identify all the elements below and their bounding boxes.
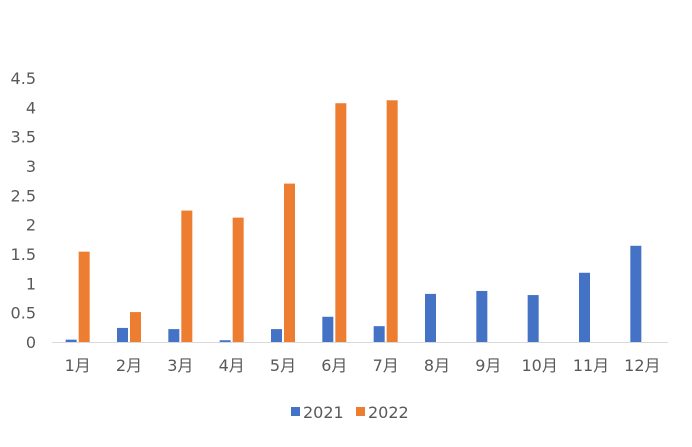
bar-2022-6 xyxy=(335,103,347,342)
y-axis-ticks: 0 0.5 1 1.5 2 2.5 3 3.5 4 4.5 xyxy=(11,69,36,352)
x-tick-label: 11月 xyxy=(573,356,609,375)
y-tick-label: 2 xyxy=(26,216,36,235)
bar-2021-12 xyxy=(630,245,642,342)
y-tick-label: 0.5 xyxy=(11,304,36,323)
bar-2022-2 xyxy=(130,312,141,342)
y-tick-label: 1 xyxy=(26,274,36,293)
x-axis-ticks: 1月 2月 3月 4月 5月 6月 7月 8月 9月 10月 11月 12月 xyxy=(65,356,661,375)
bar-2022-5 xyxy=(284,183,295,342)
bar-2021-5 xyxy=(271,329,282,342)
x-tick-label: 1月 xyxy=(65,356,91,375)
y-tick-label: 3.5 xyxy=(11,128,36,147)
bar-2021-6 xyxy=(322,316,334,342)
bar-2022-1 xyxy=(78,251,90,342)
bar-2021-11 xyxy=(579,272,590,342)
x-tick-label: 12月 xyxy=(624,356,660,375)
y-tick-label: 4.5 xyxy=(11,69,36,88)
x-tick-label: 9月 xyxy=(475,356,501,375)
x-tick-label: 8月 xyxy=(424,356,450,375)
bar-2022-3 xyxy=(181,210,193,342)
bar-2021-4 xyxy=(219,340,231,342)
y-tick-label: 4 xyxy=(26,98,36,117)
legend-swatch-2021 xyxy=(291,407,300,416)
bar-2021-9 xyxy=(476,290,488,342)
bar-2021-1 xyxy=(65,339,77,342)
legend-label-2021: 2021 xyxy=(303,403,344,422)
bar-2022-7 xyxy=(386,100,398,342)
bar-2021-10 xyxy=(527,295,539,342)
x-tick-label: 4月 xyxy=(219,356,245,375)
x-tick-label: 5月 xyxy=(270,356,296,375)
x-tick-label: 10月 xyxy=(521,356,557,375)
bars xyxy=(65,100,642,342)
legend-label-2022: 2022 xyxy=(368,403,409,422)
y-tick-label: 2.5 xyxy=(11,186,36,205)
bar-2021-7 xyxy=(373,326,385,342)
bar-2021-8 xyxy=(425,293,436,342)
x-tick-label: 3月 xyxy=(167,356,193,375)
y-tick-label: 0 xyxy=(26,333,36,352)
legend-swatch-2022 xyxy=(356,407,365,416)
y-tick-label: 1.5 xyxy=(11,245,36,264)
x-tick-label: 6月 xyxy=(321,356,347,375)
x-tick-label: 7月 xyxy=(373,356,399,375)
bar-2022-4 xyxy=(232,217,244,342)
bar-2021-3 xyxy=(168,329,180,342)
y-tick-label: 3 xyxy=(26,157,36,176)
legend: 2021 2022 xyxy=(291,403,409,422)
bar-2021-2 xyxy=(117,327,128,342)
x-tick-label: 2月 xyxy=(116,356,142,375)
